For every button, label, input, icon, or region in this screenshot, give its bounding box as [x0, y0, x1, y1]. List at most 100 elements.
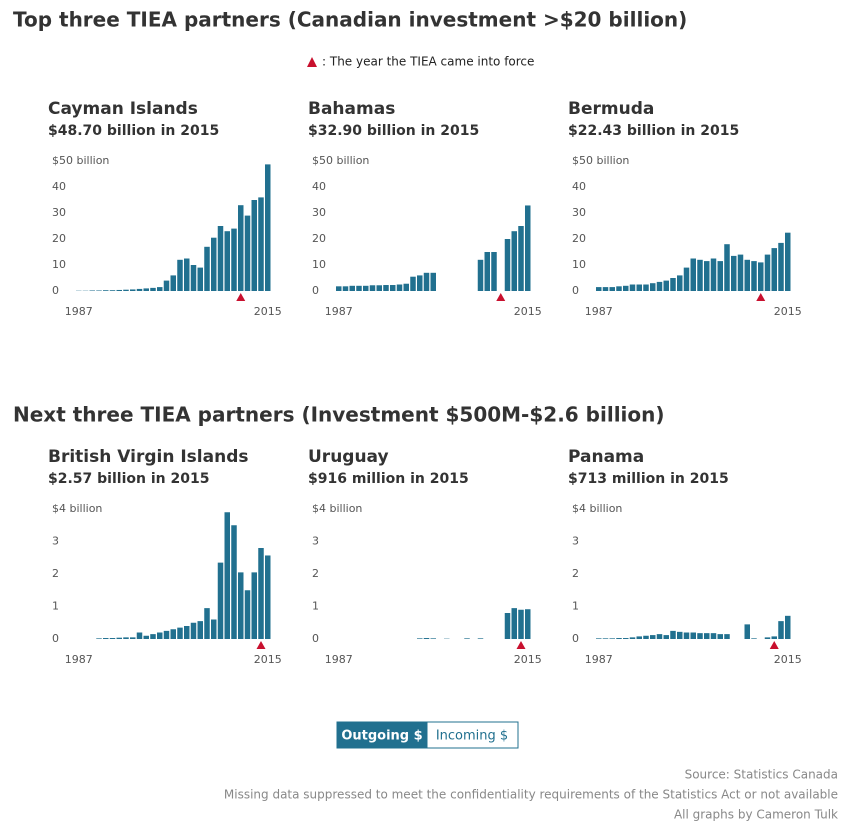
- bar: [731, 255, 737, 291]
- bar: [383, 285, 389, 291]
- y-tick-label: 30: [52, 206, 66, 219]
- chart-subtitle: $22.43 billion in 2015: [568, 123, 739, 139]
- chart-subtitle: $916 million in 2015: [308, 471, 469, 487]
- bar: [109, 290, 116, 291]
- y-tick-label: 2: [572, 567, 579, 580]
- y-tick-label: 0: [572, 284, 579, 297]
- bar: [423, 638, 430, 639]
- x-tick-label: 1987: [325, 305, 353, 318]
- bar: [224, 231, 230, 291]
- button-label[interactable]: Incoming $: [436, 729, 508, 744]
- bar: [751, 261, 757, 291]
- footer-note: Source: Statistics Canada: [685, 768, 838, 782]
- y-tick-label: 20: [52, 232, 66, 245]
- bar: [103, 638, 109, 639]
- bar: [785, 232, 791, 291]
- bar: [670, 630, 676, 639]
- chart-title: British Virgin Islands: [48, 447, 248, 467]
- bar: [396, 284, 403, 291]
- bar: [163, 280, 170, 291]
- bar: [504, 613, 511, 639]
- bar: [771, 636, 777, 639]
- bar: [751, 638, 757, 639]
- bar: [596, 638, 602, 639]
- bar: [89, 290, 95, 291]
- bar: [737, 254, 744, 291]
- y-tick-label: $50 billion: [52, 154, 109, 167]
- y-tick-label: 30: [572, 206, 586, 219]
- bar: [390, 285, 396, 291]
- section-heading: Next three TIEA partners (Investment $50…: [13, 403, 665, 427]
- y-tick-label: 3: [52, 535, 59, 548]
- bar: [656, 281, 663, 291]
- bar: [217, 562, 224, 639]
- chart-title: Cayman Islands: [48, 99, 198, 119]
- bar: [204, 246, 210, 291]
- bar: [423, 272, 430, 291]
- bar: [650, 635, 656, 639]
- bar: [204, 608, 210, 639]
- bar: [258, 548, 264, 639]
- bar: [778, 621, 784, 639]
- y-tick-label: 20: [312, 232, 326, 245]
- bar: [258, 197, 264, 291]
- y-tick-label: 1: [52, 600, 59, 613]
- x-tick-label: 1987: [325, 653, 353, 666]
- bar: [170, 629, 176, 639]
- bar: [504, 239, 511, 291]
- y-tick-label: $4 billion: [312, 502, 362, 515]
- y-tick-label: 2: [52, 567, 59, 580]
- x-tick-label: 1987: [585, 653, 613, 666]
- bar: [363, 285, 369, 291]
- bar: [184, 626, 190, 639]
- bar: [136, 288, 143, 291]
- bar: [417, 275, 423, 291]
- bar: [211, 237, 217, 291]
- bar: [690, 632, 696, 639]
- y-tick-label: 0: [52, 284, 59, 297]
- x-tick-label: 1987: [585, 305, 613, 318]
- bar: [224, 512, 230, 639]
- legend-text: : The year the TIEA came into force: [322, 55, 534, 69]
- y-tick-label: 10: [572, 258, 586, 271]
- footer-note: Missing data suppressed to meet the conf…: [224, 788, 838, 802]
- chart-title: Bermuda: [568, 99, 654, 119]
- bar: [116, 637, 122, 639]
- bar: [697, 633, 703, 639]
- button-label[interactable]: Outgoing $: [341, 729, 422, 744]
- bar: [683, 267, 690, 291]
- bar: [143, 288, 149, 291]
- bar: [170, 275, 176, 291]
- bar: [690, 258, 696, 291]
- bar: [744, 624, 750, 639]
- bar: [511, 608, 517, 639]
- tiea-marker: [769, 641, 779, 649]
- bar: [710, 633, 717, 639]
- chart-subtitle: $48.70 billion in 2015: [48, 123, 219, 139]
- y-tick-label: 3: [312, 535, 319, 548]
- button-incoming[interactable]: [426, 721, 519, 749]
- y-tick-label: 40: [52, 180, 66, 193]
- bar: [238, 205, 244, 291]
- bar: [96, 638, 102, 639]
- tiea-marker: [516, 641, 526, 649]
- bar: [636, 284, 642, 291]
- bar: [211, 619, 217, 639]
- bar: [403, 283, 409, 291]
- bar: [710, 258, 717, 291]
- bar: [785, 615, 791, 639]
- button-outgoing[interactable]: [336, 721, 428, 749]
- bar: [342, 286, 349, 291]
- y-tick-label: 0: [312, 632, 319, 645]
- bar: [163, 630, 170, 639]
- section-heading: Top three TIEA partners (Canadian invest…: [13, 8, 687, 32]
- x-tick-label: 2015: [774, 305, 802, 318]
- y-tick-label: 20: [572, 232, 586, 245]
- footer-note: All graphs by Cameron Tulk: [674, 808, 838, 822]
- bar: [238, 572, 244, 639]
- bar: [265, 164, 271, 291]
- bar: [477, 638, 484, 639]
- bar: [150, 287, 156, 291]
- bar: [123, 637, 129, 639]
